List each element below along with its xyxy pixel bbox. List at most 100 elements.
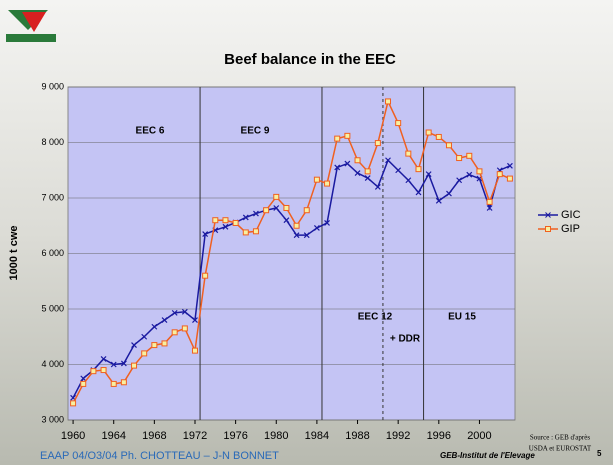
- legend-label: GIP: [561, 223, 580, 235]
- y-tick-label: 4 000: [41, 359, 64, 369]
- marker: [283, 204, 290, 211]
- marker: [456, 155, 463, 162]
- marker: [324, 180, 331, 187]
- marker: [415, 189, 422, 196]
- marker: [456, 177, 463, 184]
- y-tick-label: 5 000: [41, 303, 64, 313]
- marker: [405, 177, 412, 184]
- x-tick-label: 1968: [142, 430, 166, 442]
- marker: [446, 190, 452, 197]
- marker: [364, 175, 371, 181]
- marker: [70, 400, 77, 407]
- marker: [344, 132, 351, 139]
- marker: [313, 225, 320, 231]
- y-tick-label: 7 000: [41, 192, 64, 202]
- y-tick-label: 8 000: [41, 137, 64, 147]
- marker: [273, 193, 280, 200]
- marker: [131, 342, 137, 348]
- marker: [506, 175, 513, 182]
- marker: [425, 129, 432, 136]
- marker: [303, 207, 310, 214]
- period-label: EEC 6: [136, 126, 165, 137]
- footer-right: GEB-Institut de l'Elevage: [440, 451, 535, 460]
- marker: [435, 133, 442, 140]
- x-tick-label: 1988: [345, 430, 369, 442]
- marker: [192, 317, 198, 324]
- marker: [242, 214, 249, 221]
- marker: [100, 367, 107, 374]
- marker: [334, 164, 341, 171]
- x-tick-label: 1996: [427, 430, 451, 442]
- marker: [313, 176, 320, 183]
- source: Source : GEB d'après: [530, 434, 590, 442]
- marker: [303, 232, 310, 239]
- marker: [476, 168, 483, 175]
- x-tick-label: 2000: [467, 430, 491, 442]
- x-tick-label: 1972: [183, 430, 207, 442]
- marker: [263, 207, 270, 214]
- x-tick-label: 1960: [61, 430, 85, 442]
- marker: [161, 317, 168, 324]
- y-tick-label: 6 000: [41, 248, 64, 258]
- marker: [222, 223, 229, 230]
- legend-label: GIC: [561, 209, 581, 221]
- marker: [80, 375, 87, 382]
- marker: [385, 98, 392, 105]
- period-label: + DDR: [390, 334, 421, 345]
- x-tick-label: 1964: [101, 430, 125, 442]
- marker: [283, 217, 290, 224]
- footer-left: EAAP 04/O3/04 Ph. CHOTTEAU – J-N BONNET: [40, 450, 279, 462]
- marker: [120, 360, 127, 367]
- marker: [252, 228, 259, 235]
- marker: [181, 308, 188, 315]
- x-tick-label: 1992: [386, 430, 410, 442]
- source: USDA et EUROSTAT: [529, 445, 592, 453]
- x-tick-label: 1980: [264, 430, 288, 442]
- marker: [405, 150, 412, 157]
- marker: [202, 231, 209, 237]
- marker: [222, 217, 229, 224]
- x-tick-label: 1984: [305, 430, 329, 442]
- marker: [486, 205, 493, 211]
- marker: [110, 361, 117, 368]
- y-tick-label: 9 000: [41, 81, 64, 91]
- marker: [253, 210, 259, 217]
- marker: [90, 368, 97, 375]
- marker: [425, 171, 432, 178]
- marker: [232, 219, 239, 226]
- legend-marker: [545, 212, 551, 218]
- x-tick-label: 1976: [223, 430, 247, 442]
- marker: [181, 325, 188, 332]
- marker: [202, 272, 209, 279]
- period-label: EU 15: [448, 312, 476, 323]
- marker: [212, 217, 219, 224]
- marker: [80, 380, 87, 387]
- marker: [344, 160, 351, 167]
- marker: [273, 205, 280, 211]
- marker: [171, 309, 178, 316]
- marker: [151, 342, 158, 349]
- marker: [486, 198, 493, 205]
- marker: [415, 166, 422, 173]
- period-label: EEC 12: [358, 312, 393, 323]
- marker: [385, 157, 391, 164]
- marker: [110, 380, 117, 387]
- marker: [354, 157, 361, 164]
- marker: [364, 168, 371, 175]
- marker: [466, 152, 473, 159]
- marker: [293, 232, 300, 239]
- marker: [151, 323, 158, 330]
- marker: [131, 362, 138, 369]
- page-number: 5: [597, 449, 602, 458]
- marker: [171, 329, 178, 336]
- legend-marker: [545, 226, 551, 232]
- marker: [100, 356, 107, 362]
- y-axis-label: 1000 t cwe: [8, 225, 20, 280]
- period-label: EEC 9: [241, 126, 270, 137]
- marker: [374, 140, 381, 147]
- marker: [354, 170, 361, 176]
- marker: [466, 171, 473, 178]
- marker: [141, 333, 148, 340]
- y-tick-label: 3 000: [41, 414, 64, 424]
- marker: [141, 350, 148, 357]
